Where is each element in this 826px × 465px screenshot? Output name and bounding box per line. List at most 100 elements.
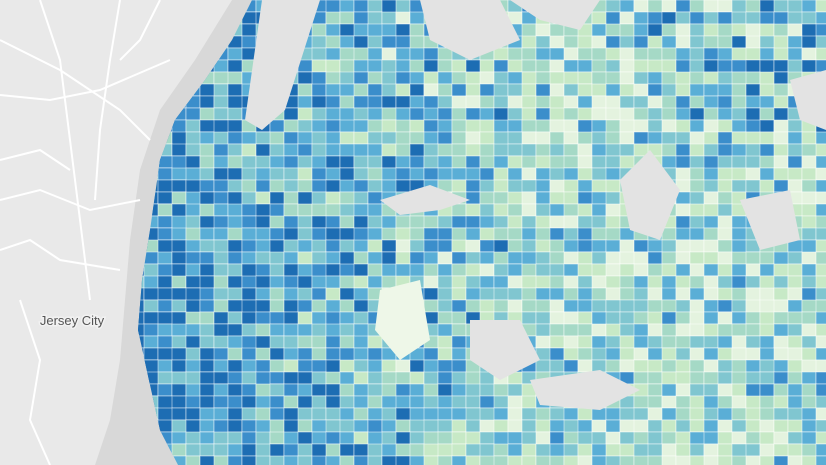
tract <box>675 287 691 301</box>
tract <box>143 335 159 349</box>
tract <box>437 83 453 97</box>
tract <box>591 419 607 433</box>
tract <box>409 83 425 97</box>
tract <box>507 227 523 241</box>
tract <box>787 455 803 465</box>
tract <box>395 455 411 465</box>
tract <box>297 335 313 349</box>
tract <box>269 455 285 465</box>
tract <box>339 71 355 85</box>
tract <box>689 323 705 337</box>
tract <box>507 395 523 409</box>
tract <box>633 35 649 49</box>
road <box>39 0 91 301</box>
tract <box>689 251 705 265</box>
tract <box>535 167 551 181</box>
tract <box>759 11 775 25</box>
tract <box>367 71 383 85</box>
tract <box>241 455 257 465</box>
tract <box>199 287 215 301</box>
tract <box>647 131 663 145</box>
tract <box>423 215 439 229</box>
tract <box>213 431 229 445</box>
tract <box>283 143 299 157</box>
tract <box>227 431 243 445</box>
tract <box>815 0 826 13</box>
tract <box>437 107 453 121</box>
tract <box>633 11 649 25</box>
tract <box>591 23 607 37</box>
tract <box>521 443 537 457</box>
tract <box>815 407 826 421</box>
tract <box>745 323 761 337</box>
tract <box>171 275 187 289</box>
tract <box>773 383 789 397</box>
tract <box>325 71 341 85</box>
tract <box>241 395 257 409</box>
tract <box>395 83 411 97</box>
tract <box>311 383 327 397</box>
tract <box>619 83 635 97</box>
tract <box>311 59 327 73</box>
tract <box>647 383 663 397</box>
park <box>375 280 430 360</box>
tract <box>241 443 257 457</box>
river <box>95 0 252 465</box>
tract <box>465 419 481 433</box>
tract <box>269 263 285 277</box>
tract <box>745 71 761 85</box>
tract <box>269 143 285 157</box>
tract <box>479 95 495 109</box>
tract <box>241 167 257 181</box>
tract <box>591 215 607 229</box>
tract <box>661 107 677 121</box>
tract <box>339 11 355 25</box>
tract <box>661 287 677 301</box>
tract <box>703 299 719 313</box>
park <box>740 190 800 250</box>
tract <box>493 455 509 465</box>
tract <box>661 59 677 73</box>
tract <box>339 0 355 13</box>
tract <box>325 179 341 193</box>
tract <box>171 179 187 193</box>
tract <box>619 35 635 49</box>
tract <box>675 11 691 25</box>
tract <box>255 179 271 193</box>
tract <box>269 347 285 361</box>
tract <box>283 383 299 397</box>
tract <box>451 335 467 349</box>
tract <box>227 251 243 265</box>
tract <box>535 179 551 193</box>
tract <box>185 395 201 409</box>
tract <box>213 347 229 361</box>
tract <box>437 455 453 465</box>
tract <box>353 59 369 73</box>
place-label: Jersey City <box>40 313 105 328</box>
tract <box>577 47 593 61</box>
tract <box>423 59 439 73</box>
tract <box>675 323 691 337</box>
tract <box>227 347 243 361</box>
tract <box>717 107 733 121</box>
tract <box>409 383 425 397</box>
road <box>0 39 151 141</box>
tract <box>633 335 649 349</box>
tract <box>717 371 733 385</box>
tract <box>185 455 201 465</box>
tract <box>577 335 593 349</box>
tract <box>255 155 271 169</box>
tract <box>745 275 761 289</box>
tract <box>717 347 733 361</box>
tract <box>633 371 649 385</box>
tract <box>521 227 537 241</box>
tract <box>661 11 677 25</box>
tract <box>395 47 411 61</box>
tract <box>227 419 243 433</box>
tract <box>563 407 579 421</box>
tract <box>577 203 593 217</box>
tract <box>311 335 327 349</box>
tract <box>353 419 369 433</box>
park <box>620 150 680 240</box>
